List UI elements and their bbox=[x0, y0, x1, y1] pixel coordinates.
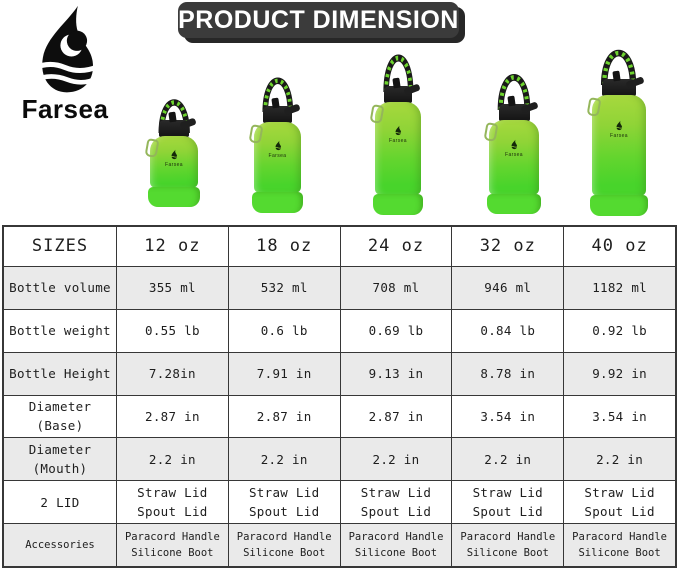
paracord-handle-icon bbox=[497, 74, 531, 110]
spec-cell: 7.91 in bbox=[227, 351, 340, 395]
spec-cell: 0.69 lb bbox=[339, 308, 452, 352]
spec-cell: 9.13 in bbox=[339, 351, 452, 395]
bottle-body: Farsea bbox=[248, 122, 301, 193]
spec-cell: Paracord Handle Silicone Boot bbox=[227, 523, 340, 566]
spec-cell: 8.78 in bbox=[451, 351, 564, 395]
farsea-drop-icon bbox=[32, 5, 100, 93]
row-label: Accessories bbox=[4, 523, 116, 566]
spec-cell: 2.2 in bbox=[116, 437, 228, 481]
title-banner: PRODUCT DIMENSION bbox=[178, 2, 459, 38]
bottle-body: Farsea bbox=[483, 120, 539, 195]
carabiner-icon bbox=[586, 97, 602, 117]
row-label: Bottle weight bbox=[4, 308, 116, 352]
straw-lid-icon bbox=[602, 79, 636, 96]
header-cell-sizes: SIZES bbox=[31, 236, 89, 257]
straw-lid-icon bbox=[383, 86, 413, 103]
spec-cell: 946 ml bbox=[451, 266, 564, 309]
spec-cell: 2.87 in bbox=[116, 394, 228, 438]
brand-name: Farsea bbox=[21, 94, 109, 124]
row-label: Diameter (Mouth) bbox=[4, 437, 116, 481]
farsea-drop-icon bbox=[394, 126, 402, 136]
row-label: 2 LID bbox=[4, 480, 116, 523]
row-label: Diameter (Base) bbox=[4, 394, 116, 438]
spec-cell: 2.2 in bbox=[563, 437, 675, 481]
spec-cell: 532 ml bbox=[227, 266, 340, 309]
spec-cell: 1182 ml bbox=[563, 266, 675, 309]
bottle-12oz: Farsea bbox=[144, 88, 200, 210]
header-cell-40oz: 40 oz bbox=[563, 227, 675, 266]
farsea-drop-icon bbox=[170, 150, 178, 160]
row-label: Bottle volume bbox=[4, 266, 116, 309]
spec-cell: Straw Lid Spout Lid bbox=[451, 480, 564, 524]
bottle-32oz: Farsea bbox=[483, 62, 541, 214]
spec-cell: 2.2 in bbox=[451, 437, 564, 481]
bottle-brand-mark: Farsea bbox=[150, 148, 198, 168]
spec-cell: 3.54 in bbox=[563, 394, 675, 438]
header-cell-32oz: 32 oz bbox=[451, 227, 563, 266]
silicone-boot-icon bbox=[373, 194, 423, 215]
farsea-drop-icon bbox=[615, 120, 623, 131]
spec-cell: Paracord Handle Silicone Boot bbox=[563, 523, 675, 566]
silicone-boot-icon bbox=[487, 194, 541, 214]
spec-cell: 2.2 in bbox=[227, 437, 340, 481]
spec-cell: 0.84 lb bbox=[451, 308, 564, 352]
spec-cell: 2.2 in bbox=[339, 437, 452, 481]
spec-cell: 0.92 lb bbox=[563, 308, 675, 352]
page-title: PRODUCT DIMENSION bbox=[178, 5, 459, 34]
bottle-body: Farsea bbox=[369, 102, 421, 195]
bottle-brand-mark: Farsea bbox=[375, 124, 421, 144]
paracord-handle-icon bbox=[262, 77, 293, 112]
spec-cell: Straw Lid Spout Lid bbox=[339, 480, 452, 524]
spec-cell: Straw Lid Spout Lid bbox=[563, 480, 675, 524]
spec-cell: 0.6 lb bbox=[227, 308, 340, 352]
bottle-18oz: Farsea bbox=[248, 66, 303, 213]
bottle-brand-mark: Farsea bbox=[592, 119, 646, 139]
farsea-drop-icon bbox=[273, 140, 282, 151]
bottle-24oz: Farsea bbox=[369, 42, 423, 215]
header-cell-18oz: 18 oz bbox=[227, 227, 340, 266]
bottle-brand-mark: Farsea bbox=[489, 138, 539, 158]
spec-cell: 0.55 lb bbox=[116, 308, 228, 352]
spec-cell: 2.87 in bbox=[227, 394, 340, 438]
straw-lid-icon bbox=[498, 104, 530, 121]
spec-cell: 7.28in bbox=[116, 351, 228, 395]
spec-cell: 708 ml bbox=[339, 266, 452, 309]
spec-cell: 2.87 in bbox=[339, 394, 452, 438]
header-cell-12oz: 12 oz bbox=[116, 227, 228, 266]
bottle-brand-mark: Farsea bbox=[254, 139, 301, 159]
silicone-boot-icon bbox=[252, 192, 303, 213]
bottle-body: Farsea bbox=[144, 136, 198, 188]
spec-table: SIZES 12 oz 18 oz 24 oz 32 oz 40 oz Bott… bbox=[2, 225, 677, 568]
straw-lid-icon bbox=[262, 106, 293, 123]
row-label: Bottle Height bbox=[4, 351, 116, 395]
silicone-boot-icon bbox=[148, 187, 200, 207]
spec-cell: 3.54 in bbox=[451, 394, 564, 438]
spec-cell: Paracord Handle Silicone Boot bbox=[451, 523, 564, 566]
spec-cell: 355 ml bbox=[116, 266, 228, 309]
spec-cell: Straw Lid Spout Lid bbox=[227, 480, 340, 524]
brand-logo: Farsea bbox=[10, 4, 120, 125]
paracord-handle-icon bbox=[601, 50, 637, 85]
bottle-body: Farsea bbox=[586, 95, 646, 196]
paracord-handle-icon bbox=[382, 54, 414, 92]
silicone-boot-icon bbox=[590, 195, 648, 216]
spec-cell: 9.92 in bbox=[563, 351, 675, 395]
spec-cell: Straw Lid Spout Lid bbox=[116, 480, 228, 524]
carabiner-icon bbox=[369, 104, 385, 124]
spec-cell: Paracord Handle Silicone Boot bbox=[116, 523, 228, 566]
straw-lid-icon bbox=[159, 120, 189, 137]
header-cell-24oz: 24 oz bbox=[339, 227, 452, 266]
farsea-drop-icon bbox=[510, 139, 518, 150]
bottle-40oz: Farsea bbox=[586, 38, 648, 216]
spec-cell: Paracord Handle Silicone Boot bbox=[339, 523, 452, 566]
